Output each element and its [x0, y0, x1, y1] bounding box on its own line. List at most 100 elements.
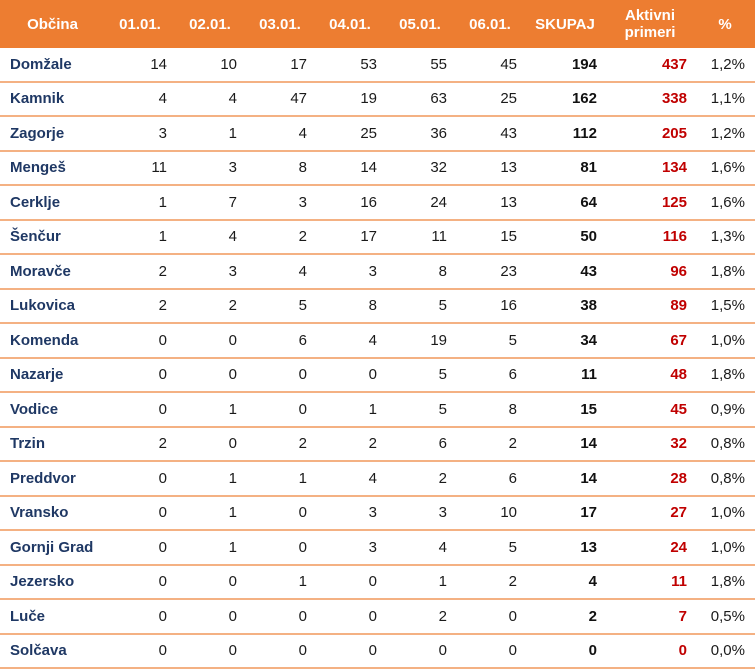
cell-date-4: 4 [315, 461, 385, 497]
cell-date-3: 0 [245, 530, 315, 566]
cell-date-5: 2 [385, 461, 455, 497]
cell-obcina: Komenda [0, 323, 105, 359]
cell-percent: 1,0% [695, 323, 755, 359]
cell-date-2: 2 [175, 288, 245, 324]
cell-obcina: Šenčur [0, 219, 105, 255]
cell-obcina: Zagorje [0, 116, 105, 152]
table-row: Zagorje 3 1 4 25 36 43 112 205 1,2% [0, 116, 755, 152]
cell-date-5: 6 [385, 426, 455, 462]
cell-date-6: 13 [455, 150, 525, 186]
cell-date-3: 2 [245, 219, 315, 255]
cell-obcina: Mengeš [0, 150, 105, 186]
cell-date-2: 0 [175, 599, 245, 635]
cell-date-2: 1 [175, 392, 245, 428]
cell-date-1: 0 [105, 530, 175, 566]
cell-percent: 1,0% [695, 530, 755, 566]
cell-date-2: 0 [175, 357, 245, 393]
table-row: Jezersko 0 0 1 0 1 2 4 11 1,8% [0, 564, 755, 600]
table-row: Nazarje 0 0 0 0 5 6 11 48 1,8% [0, 357, 755, 393]
cell-date-4: 0 [315, 599, 385, 635]
table-row: Luče 0 0 0 0 2 0 2 7 0,5% [0, 599, 755, 635]
table-row: Solčava 0 0 0 0 0 0 0 0 0,0% [0, 633, 755, 669]
cell-date-5: 0 [385, 633, 455, 669]
cell-date-4: 16 [315, 185, 385, 221]
cell-date-4: 8 [315, 288, 385, 324]
cell-obcina: Kamnik [0, 81, 105, 117]
cell-date-5: 55 [385, 48, 455, 83]
cell-date-4: 4 [315, 323, 385, 359]
cell-date-2: 10 [175, 48, 245, 83]
cell-obcina: Moravče [0, 254, 105, 290]
cell-obcina: Gornji Grad [0, 530, 105, 566]
cell-date-1: 4 [105, 81, 175, 117]
cell-percent: 0,8% [695, 461, 755, 497]
cell-aktivni-primeri: 7 [605, 599, 695, 635]
column-header-date-2: 02.01. [175, 0, 245, 48]
cell-date-3: 0 [245, 392, 315, 428]
cell-date-2: 4 [175, 81, 245, 117]
cell-date-6: 0 [455, 633, 525, 669]
cell-date-3: 0 [245, 633, 315, 669]
cell-percent: 1,5% [695, 288, 755, 324]
cell-date-3: 0 [245, 599, 315, 635]
cell-date-3: 6 [245, 323, 315, 359]
cell-date-4: 14 [315, 150, 385, 186]
cell-skupaj: 38 [525, 288, 605, 324]
cell-date-3: 4 [245, 254, 315, 290]
cell-skupaj: 17 [525, 495, 605, 531]
cell-date-5: 5 [385, 357, 455, 393]
cell-date-3: 2 [245, 426, 315, 462]
cell-skupaj: 162 [525, 81, 605, 117]
cell-date-6: 16 [455, 288, 525, 324]
table-body: Domžale 14 10 17 53 55 45 194 437 1,2% Kamnik 4 4 47 1… [0, 48, 755, 669]
cell-date-1: 0 [105, 323, 175, 359]
cell-date-1: 2 [105, 288, 175, 324]
cell-aktivni-primeri: 205 [605, 116, 695, 152]
cell-aktivni-primeri: 89 [605, 288, 695, 324]
cell-date-4: 3 [315, 254, 385, 290]
cell-date-1: 0 [105, 461, 175, 497]
table-row: Gornji Grad 0 1 0 3 4 5 13 24 1,0% [0, 530, 755, 566]
cell-aktivni-primeri: 27 [605, 495, 695, 531]
cell-obcina: Lukovica [0, 288, 105, 324]
cell-date-2: 0 [175, 426, 245, 462]
cell-date-4: 53 [315, 48, 385, 83]
cell-date-4: 3 [315, 530, 385, 566]
cell-date-6: 6 [455, 461, 525, 497]
cell-percent: 1,8% [695, 357, 755, 393]
cell-skupaj: 15 [525, 392, 605, 428]
cell-date-1: 2 [105, 254, 175, 290]
cell-date-5: 5 [385, 392, 455, 428]
cell-aktivni-primeri: 96 [605, 254, 695, 290]
cell-percent: 0,8% [695, 426, 755, 462]
cell-date-5: 63 [385, 81, 455, 117]
cell-percent: 1,8% [695, 564, 755, 600]
cell-skupaj: 11 [525, 357, 605, 393]
cell-date-6: 10 [455, 495, 525, 531]
cell-obcina: Solčava [0, 633, 105, 669]
cell-aktivni-primeri: 11 [605, 564, 695, 600]
cell-percent: 0,9% [695, 392, 755, 428]
cell-obcina: Luče [0, 599, 105, 635]
cell-date-3: 4 [245, 116, 315, 152]
cell-percent: 1,1% [695, 81, 755, 117]
cell-date-1: 0 [105, 392, 175, 428]
cell-date-5: 36 [385, 116, 455, 152]
cell-percent: 0,5% [695, 599, 755, 635]
cell-percent: 1,2% [695, 48, 755, 83]
cell-aktivni-primeri: 116 [605, 219, 695, 255]
cell-date-1: 14 [105, 48, 175, 83]
cell-date-1: 0 [105, 495, 175, 531]
column-header-date-4: 04.01. [315, 0, 385, 48]
cell-date-1: 3 [105, 116, 175, 152]
cell-date-1: 1 [105, 219, 175, 255]
cell-percent: 1,8% [695, 254, 755, 290]
cell-date-5: 3 [385, 495, 455, 531]
cell-date-3: 1 [245, 564, 315, 600]
cell-date-5: 8 [385, 254, 455, 290]
cell-date-5: 19 [385, 323, 455, 359]
cell-date-3: 1 [245, 461, 315, 497]
column-header-obcina: Občina [0, 0, 105, 48]
cell-date-5: 2 [385, 599, 455, 635]
cell-date-1: 0 [105, 564, 175, 600]
